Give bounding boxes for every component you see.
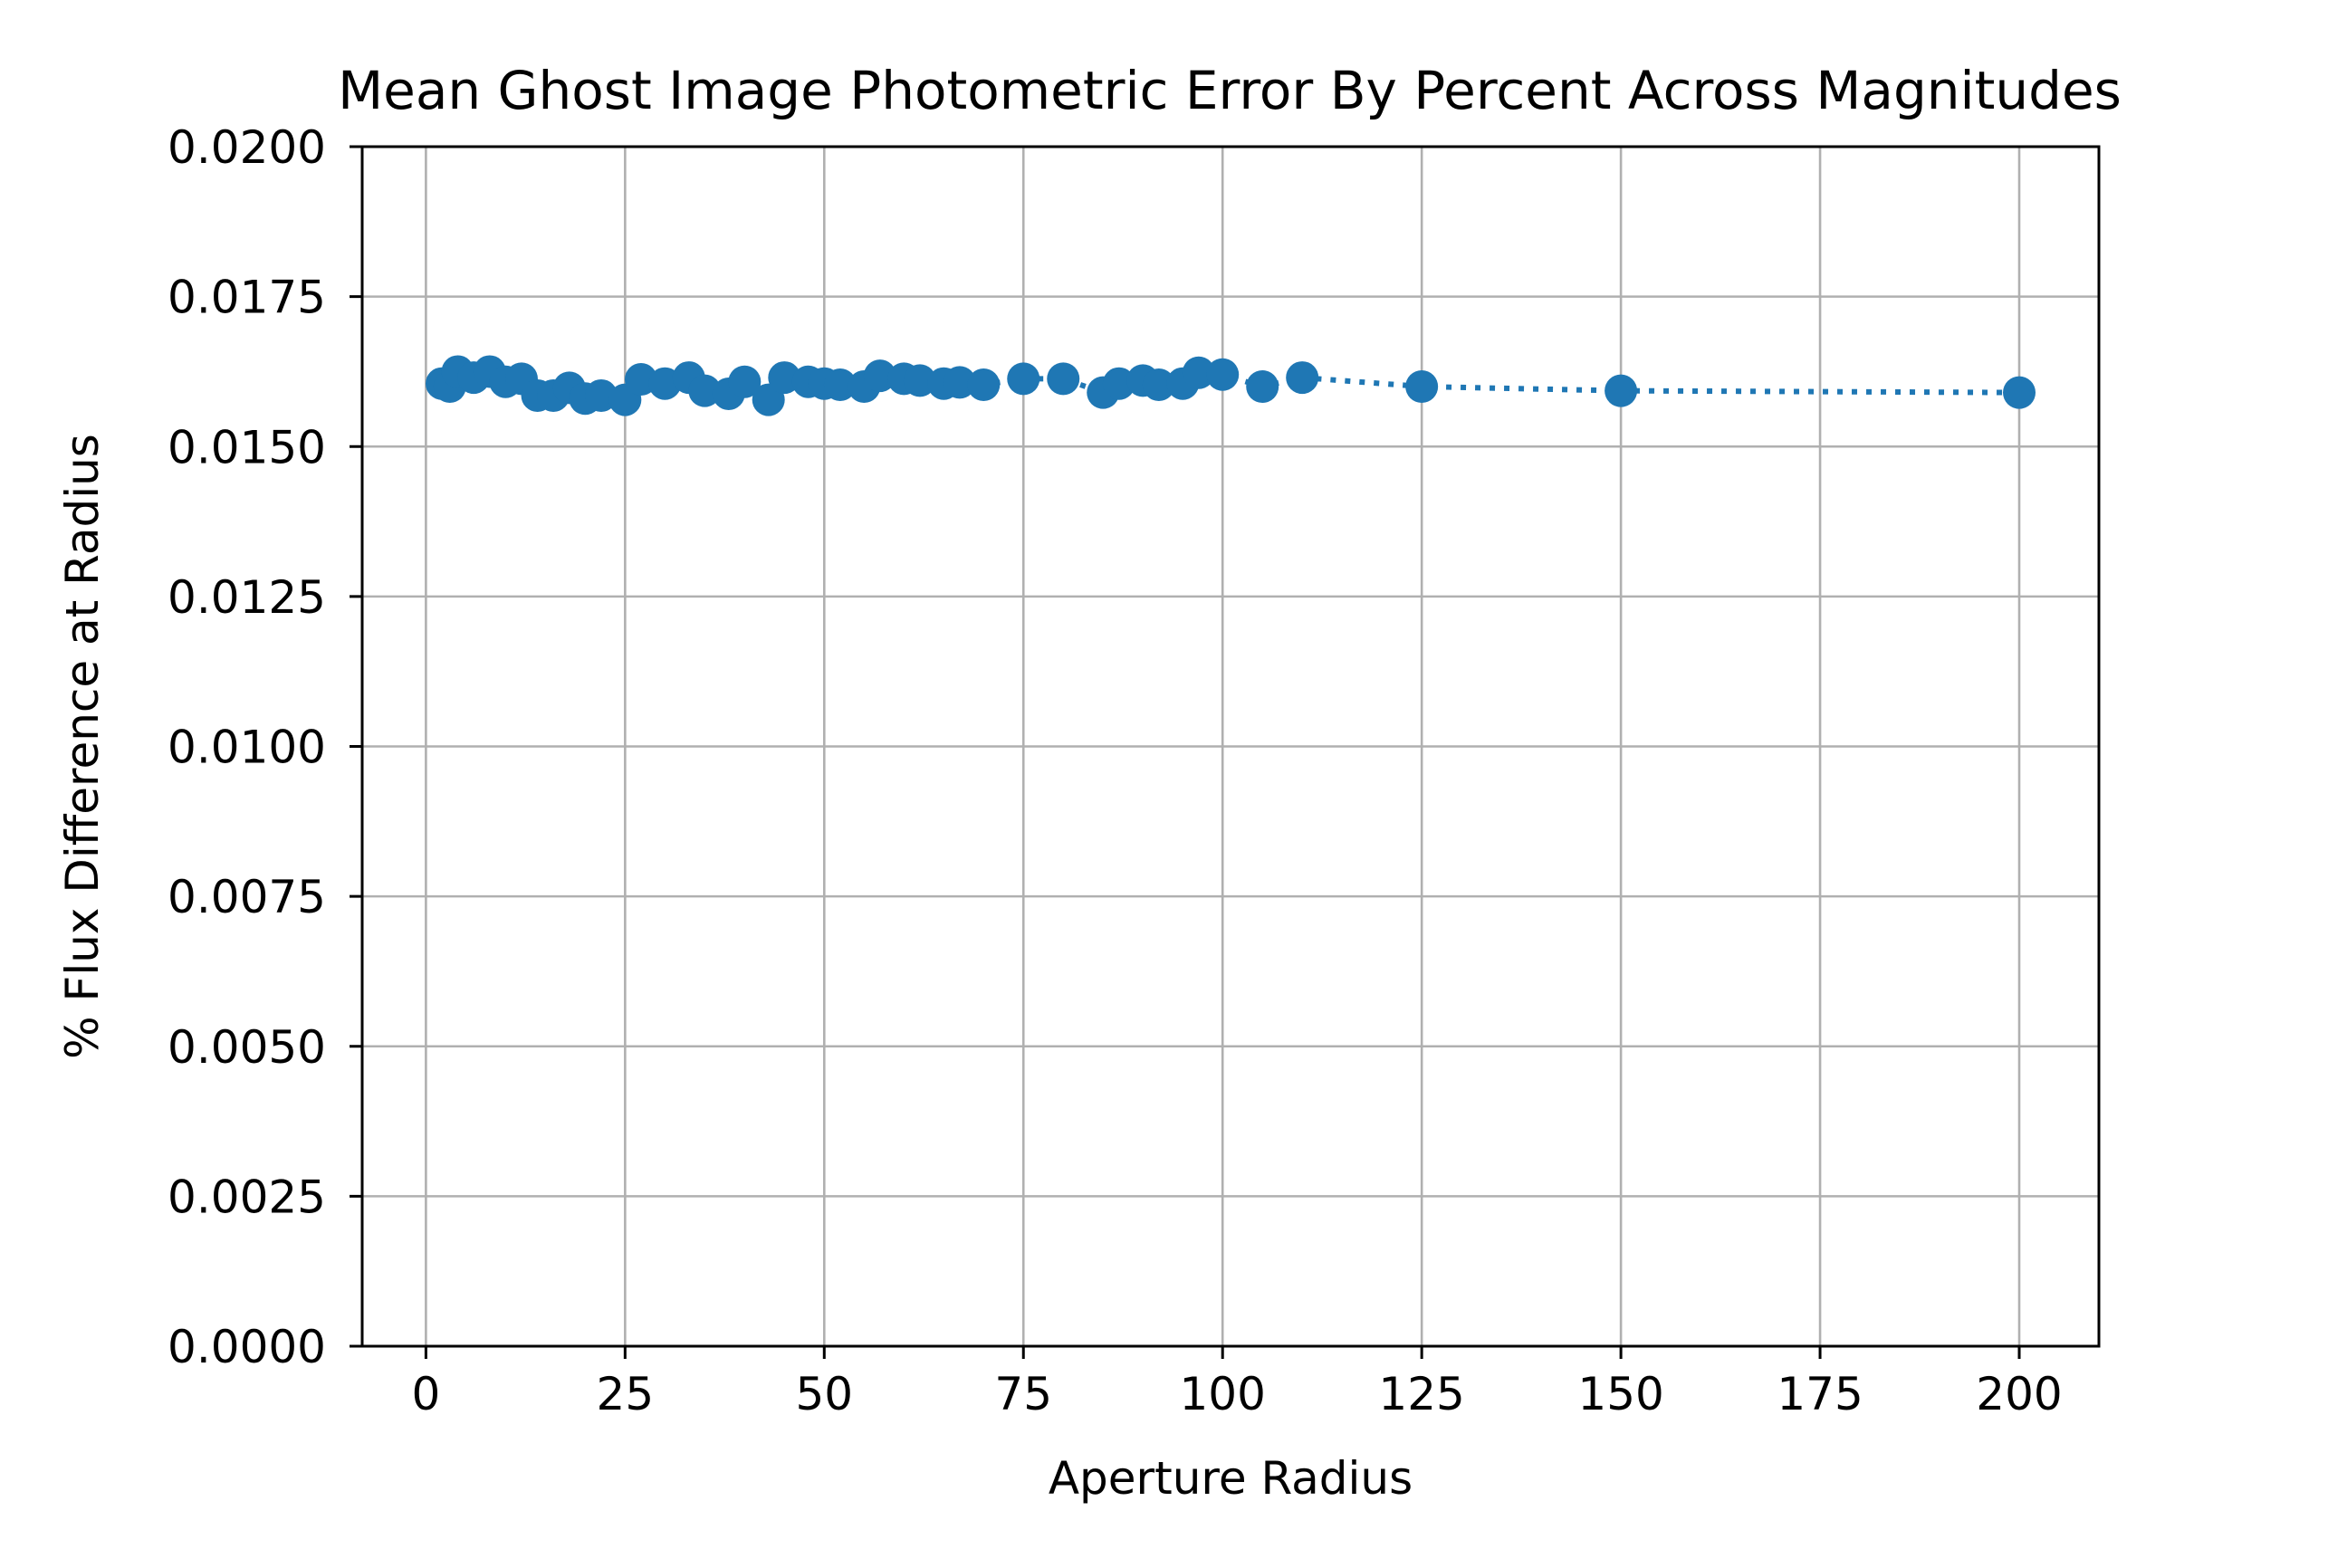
x-tick-label: 25 [597, 1368, 655, 1420]
data-point [903, 364, 936, 397]
x-tick-label: 200 [1976, 1368, 2062, 1420]
data-point [863, 359, 896, 393]
data-point [823, 368, 857, 402]
x-tick-label: 125 [1378, 1368, 1464, 1420]
y-axis-label: % Flux Difference at Radius [56, 434, 109, 1059]
data-point [688, 374, 722, 407]
y-tick-label: 0.0025 [168, 1171, 326, 1223]
x-tick-label: 100 [1179, 1368, 1265, 1420]
data-point [2003, 376, 2036, 409]
y-tick-label: 0.0150 [168, 421, 326, 473]
x-tick-label: 50 [795, 1368, 853, 1420]
data-point [1047, 362, 1080, 396]
data-point [943, 366, 976, 399]
data-point [728, 365, 762, 398]
data-point [1102, 367, 1135, 400]
data-point [1206, 358, 1240, 391]
x-axis-label: Aperture Radius [1049, 1452, 1413, 1505]
data-point [967, 368, 1001, 402]
x-axis-ticks: 0 25 50 75 100 125 150 175 200 [411, 1346, 2063, 1420]
y-tick-label: 0.0200 [168, 121, 326, 174]
x-tick-label: 75 [994, 1368, 1052, 1420]
y-tick-label: 0.0050 [168, 1021, 326, 1074]
y-tick-label: 0.0125 [168, 571, 326, 624]
series-layer [425, 355, 2036, 416]
data-point [1007, 362, 1040, 396]
data-point [1182, 356, 1215, 389]
y-tick-label: 0.0100 [168, 722, 326, 774]
x-tick-label: 0 [411, 1368, 440, 1420]
data-point [1142, 368, 1175, 402]
y-axis-ticks: 0.0000 0.0025 0.0050 0.0075 0.0100 0.0125 0.01… [168, 121, 362, 1373]
x-tick-label: 175 [1777, 1368, 1863, 1420]
data-point [1605, 374, 1638, 407]
data-point [1405, 370, 1439, 403]
data-point [1246, 370, 1279, 403]
y-tick-label: 0.0000 [168, 1321, 326, 1373]
x-tick-label: 150 [1577, 1368, 1663, 1420]
y-tick-label: 0.0075 [168, 871, 326, 923]
data-point [1286, 361, 1319, 395]
chart-title: Mean Ghost Image Photometric Error By Pe… [338, 60, 2122, 121]
y-tick-label: 0.0175 [168, 272, 326, 324]
